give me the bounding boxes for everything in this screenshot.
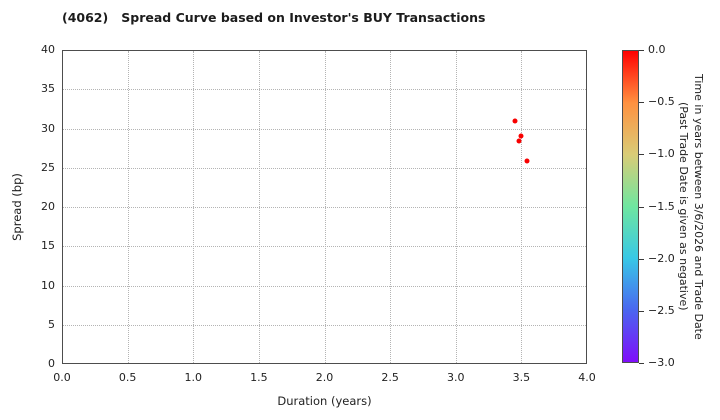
- x-axis-label: Duration (years): [277, 394, 372, 408]
- x-tick-label: 0.0: [53, 371, 71, 384]
- colorbar-tick-mark: [639, 258, 644, 260]
- y-tick-label: 30: [41, 121, 55, 135]
- x-tick-label: 0.5: [118, 371, 137, 384]
- x-tick-label: 1.0: [184, 371, 203, 384]
- colorbar-label: Time in years between 3/6/2026 and Trade…: [670, 50, 706, 363]
- y-tick-label: 20: [41, 200, 55, 213]
- y-tick-label: 5: [48, 317, 55, 331]
- grid-line-vertical: [390, 51, 392, 363]
- chart-title: (4062) Spread Curve based on Investor's …: [62, 10, 486, 25]
- x-tick-label: 2.0: [315, 371, 334, 384]
- y-tick-label: 35: [41, 82, 55, 96]
- y-tick-label: 25: [41, 160, 55, 174]
- grid-line-vertical: [455, 51, 457, 363]
- colorbar-tick-label: 0.0: [648, 43, 666, 56]
- colorbar-tick-mark: [639, 50, 644, 51]
- grid-line-vertical: [193, 51, 195, 363]
- y-tick-label: 40: [41, 43, 55, 56]
- colorbar-tick-label: −2.0: [648, 251, 675, 265]
- scatter-point: [516, 138, 522, 144]
- grid-line-vertical: [521, 51, 523, 363]
- colorbar-tick-mark: [639, 154, 644, 156]
- colorbar-label-line2: (Past Trade Date is given as negative): [677, 102, 690, 311]
- colorbar-tick-mark: [639, 102, 644, 104]
- colorbar-tick-mark: [639, 206, 644, 208]
- y-tick-label: 0: [48, 357, 55, 370]
- x-tick-label: 3.5: [512, 371, 531, 384]
- y-tick-label: 10: [41, 278, 55, 292]
- colorbar-label-line1: Time in years between 3/6/2026 and Trade…: [692, 73, 705, 340]
- colorbar-tick-label: −1.5: [648, 199, 675, 213]
- colorbar-gradient: [622, 50, 639, 363]
- colorbar-tick-label: −0.5: [648, 95, 675, 109]
- grid-line-vertical: [258, 51, 260, 363]
- colorbar-tick-label: −3.0: [648, 356, 675, 369]
- x-tick-label: 1.5: [250, 371, 268, 384]
- x-tick-label: 2.5: [381, 371, 399, 384]
- colorbar-tick-label: −2.5: [648, 303, 675, 317]
- scatter-point: [524, 158, 530, 164]
- colorbar-tick-label: −1.0: [648, 147, 675, 161]
- y-tick-label: 15: [41, 239, 55, 253]
- scatter-point: [512, 118, 518, 124]
- scatter-point: [518, 133, 524, 139]
- grid-line-vertical: [324, 51, 326, 363]
- colorbar-tick-mark: [639, 310, 644, 312]
- x-tick-label: 3.0: [447, 371, 465, 384]
- x-tick-label: 4.0: [578, 371, 596, 384]
- grid-line-vertical: [127, 51, 129, 363]
- plot-area: [62, 50, 587, 364]
- colorbar-tick-mark: [639, 363, 644, 364]
